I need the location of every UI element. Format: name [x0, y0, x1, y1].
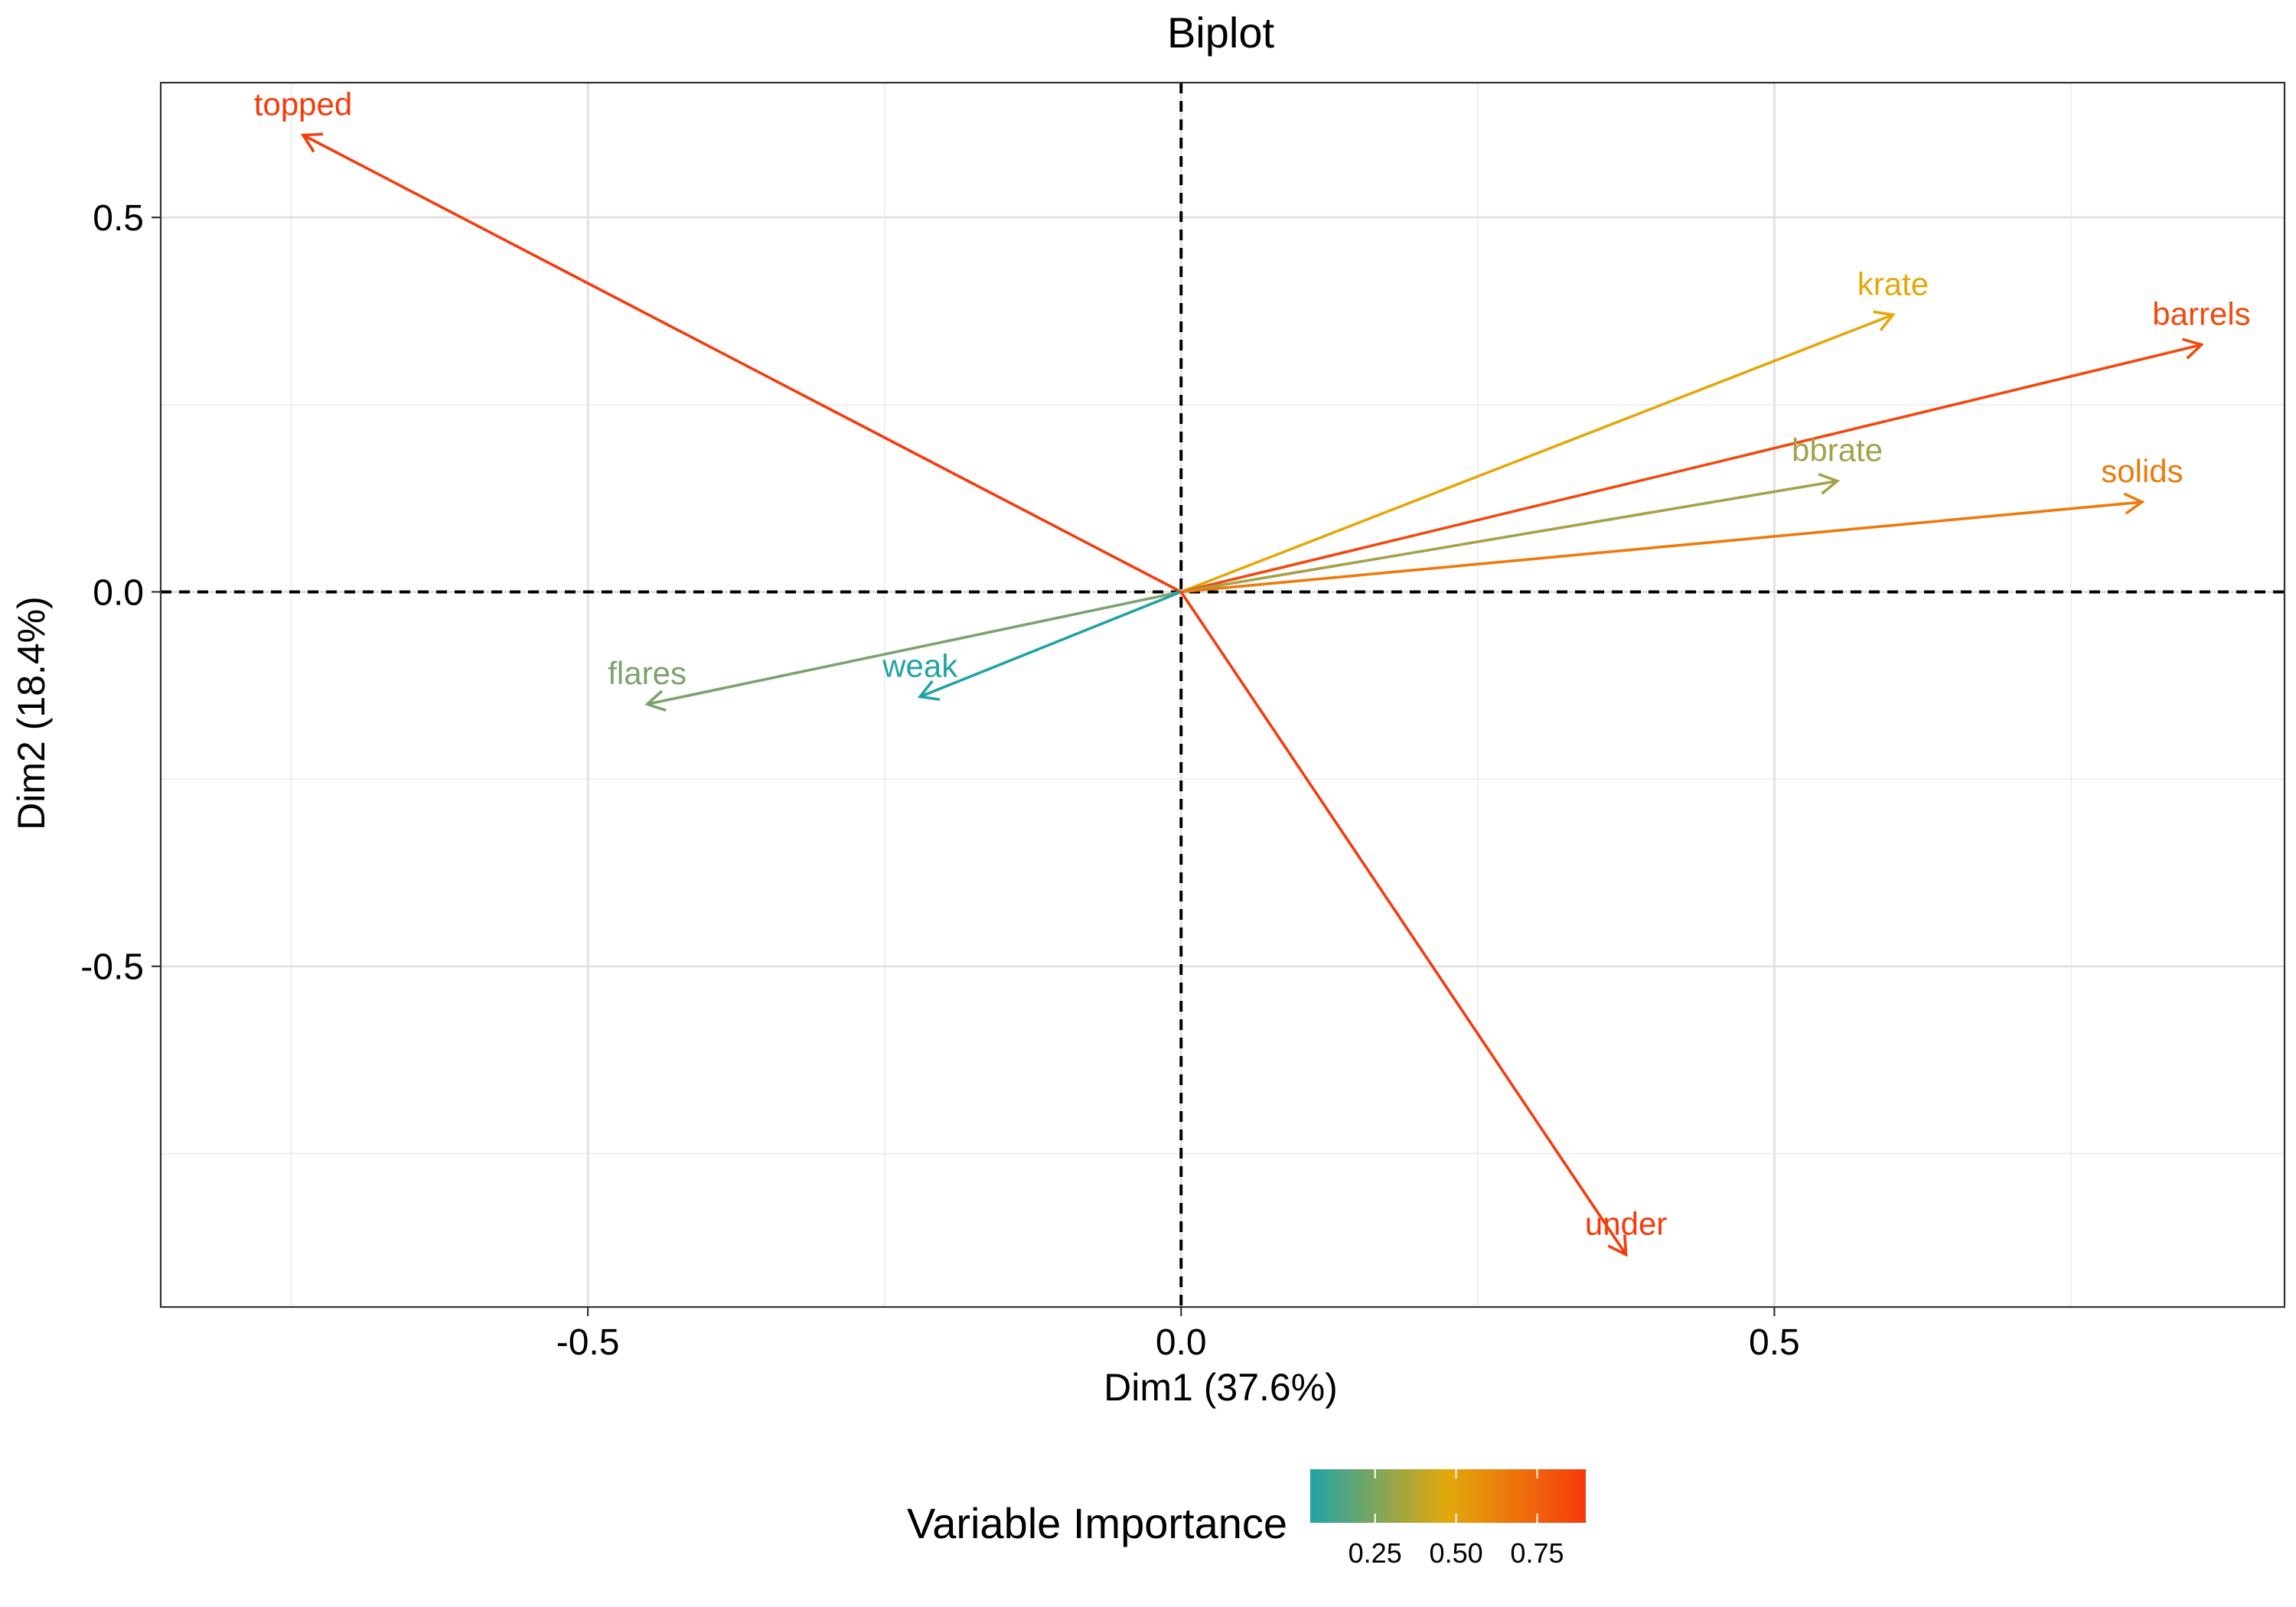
- arrowhead-flares: [644, 689, 667, 712]
- arrowhead-krate: [1873, 310, 1896, 331]
- arrow-flares: [647, 590, 1182, 706]
- label-bbrate: bbrate: [1792, 432, 1883, 468]
- label-flares: flares: [608, 655, 687, 691]
- arrow-weak: [919, 590, 1182, 699]
- legend-ticks: 0.25 0.50 0.75: [1349, 1469, 1564, 1569]
- y-axis: 0.5 0.0 -0.5: [80, 198, 161, 988]
- x-tick-label: -0.5: [556, 1322, 620, 1363]
- panel-border: [159, 81, 2286, 1309]
- arrow-bbrate: [1180, 479, 1838, 594]
- arrow-krate: [1180, 313, 1894, 594]
- y-axis-title: Dim2 (18.4%): [10, 596, 53, 830]
- arrow-topped: [302, 133, 1182, 594]
- legend-tick-label: 0.25: [1349, 1537, 1402, 1569]
- label-weak: weak: [882, 647, 958, 683]
- minor-grid: [161, 83, 2285, 1307]
- label-under: under: [1585, 1205, 1667, 1241]
- legend-tick-label: 0.50: [1430, 1537, 1483, 1569]
- x-tick-label: 0.0: [1156, 1322, 1207, 1363]
- x-tick-label: 0.5: [1749, 1322, 1800, 1363]
- legend-colorbar: [1310, 1469, 1586, 1523]
- arrow-barrels: [1180, 343, 2202, 594]
- label-barrels: barrels: [2152, 296, 2250, 332]
- arrow-under: [1179, 591, 1628, 1256]
- arrow-solids: [1181, 500, 2143, 594]
- arrowhead-under: [1607, 1234, 1628, 1257]
- label-topped: topped: [254, 86, 352, 122]
- y-tick-label: -0.5: [80, 947, 144, 988]
- arrowhead-barrels: [2182, 337, 2204, 360]
- arrowhead-topped: [300, 132, 324, 153]
- major-grid: [161, 83, 2285, 1307]
- arrowhead-bbrate: [1818, 472, 1841, 495]
- arrowhead-weak: [917, 680, 941, 701]
- legend-title: Variable Importance: [907, 1499, 1287, 1547]
- chart-title: Biplot: [1167, 8, 1275, 57]
- reference-lines: [161, 83, 2285, 1307]
- x-axis: -0.5 0.0 0.5: [556, 1307, 1800, 1363]
- x-axis-title: Dim1 (37.6%): [1104, 1366, 1338, 1409]
- arrowhead-solids: [2123, 492, 2145, 515]
- variable-labels: topped krate barrels bbrate solids flares weak…: [254, 86, 2251, 1242]
- label-krate: krate: [1857, 266, 1929, 302]
- y-tick-label: 0.0: [93, 572, 144, 613]
- y-tick-label: 0.5: [93, 198, 144, 239]
- label-solids: solids: [2101, 453, 2183, 489]
- variable-arrows: [300, 132, 2204, 1257]
- legend-tick-label: 0.75: [1510, 1537, 1564, 1569]
- importance-legend: Variable Importance 0.25 0.50 0.75: [907, 1469, 1586, 1569]
